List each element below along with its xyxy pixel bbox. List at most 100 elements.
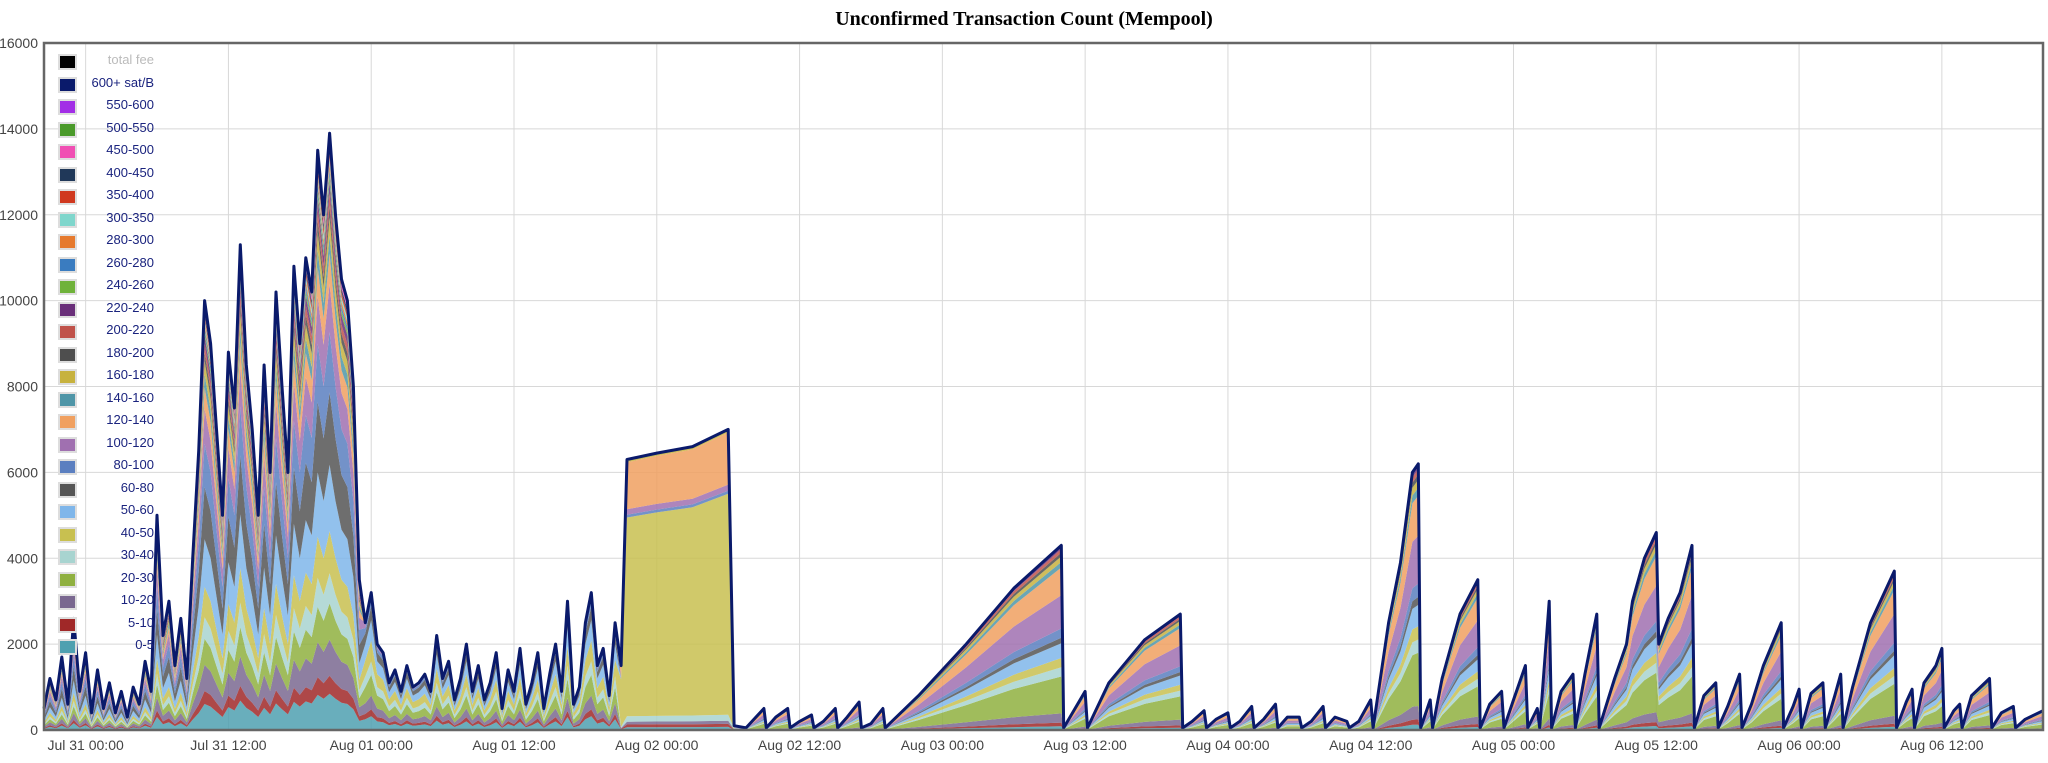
legend-label: 10-20 xyxy=(120,592,154,607)
legend-item-450-500[interactable]: 450-500 xyxy=(52,140,154,163)
y-tick-label: 4000 xyxy=(7,550,38,566)
legend-label: 140-160 xyxy=(106,389,154,405)
stacked-areas xyxy=(44,133,2043,730)
legend-item-80-100[interactable]: 80-100 xyxy=(52,455,154,478)
legend-label: 160-180 xyxy=(106,367,154,382)
legend-item-30-40[interactable]: 30-40 xyxy=(52,545,154,568)
legend-item-180-200[interactable]: 180-200 xyxy=(52,343,154,366)
legend: total fee 600+ sat/B 550-600 500-550 450-500… xyxy=(52,50,154,658)
legend-item-40-50[interactable]: 40-50 xyxy=(52,523,154,546)
legend-item-240-260[interactable]: 240-260 xyxy=(52,275,154,298)
area-band-20-30 xyxy=(44,603,2043,730)
x-tick-label: Aug 02 00:00 xyxy=(615,737,699,753)
legend-item-140-160[interactable]: 140-160 xyxy=(52,388,154,411)
legend-label: 180-200 xyxy=(106,344,154,360)
x-tick-label: Aug 03 00:00 xyxy=(901,737,985,753)
legend-swatch xyxy=(58,211,77,228)
legend-item-300-350[interactable]: 300-350 xyxy=(52,208,154,231)
legend-label: 5-10 xyxy=(127,614,154,630)
series-line-total xyxy=(42,131,2044,730)
y-tick-label: 16000 xyxy=(0,35,38,51)
legend-label: 300-350 xyxy=(106,209,154,225)
legend-swatch xyxy=(58,504,77,520)
legend-label: 400-450 xyxy=(106,164,154,180)
y-tick-label: 8000 xyxy=(7,379,38,395)
legend-item-600-sat-b[interactable]: 600+ sat/B xyxy=(52,73,154,96)
legend-item-120-140[interactable]: 120-140 xyxy=(52,410,154,433)
y-tick-label: 6000 xyxy=(7,464,38,480)
legend-swatch xyxy=(58,234,77,250)
legend-swatch xyxy=(58,414,77,430)
x-tick-label: Jul 31 00:00 xyxy=(47,737,123,753)
legend-swatch xyxy=(58,571,77,588)
y-tick-label: 0 xyxy=(30,722,38,738)
legend-swatch xyxy=(58,121,77,138)
legend-swatch xyxy=(58,391,77,408)
x-tick-label: Aug 05 00:00 xyxy=(1472,737,1556,753)
area-band-0-5 xyxy=(44,693,2043,730)
legend-swatch xyxy=(58,54,77,70)
legend-swatch xyxy=(58,76,77,93)
legend-label: 20-30 xyxy=(120,569,154,585)
legend-swatch xyxy=(58,189,77,205)
legend-swatch xyxy=(58,481,77,498)
legend-item-100-120[interactable]: 100-120 xyxy=(52,433,154,456)
legend-item-total-fee[interactable]: total fee xyxy=(52,50,154,73)
legend-label: 450-500 xyxy=(106,142,154,157)
y-tick-label: 2000 xyxy=(7,636,38,652)
legend-item-50-60[interactable]: 50-60 xyxy=(52,500,154,523)
legend-item-160-180[interactable]: 160-180 xyxy=(52,365,154,388)
legend-item-280-300[interactable]: 280-300 xyxy=(52,230,154,253)
y-tick-label: 10000 xyxy=(0,293,38,309)
legend-swatch xyxy=(58,639,77,655)
legend-item-200-220[interactable]: 200-220 xyxy=(52,320,154,343)
legend-label: total fee xyxy=(107,52,154,67)
legend-swatch xyxy=(58,436,77,453)
legend-item-260-280[interactable]: 260-280 xyxy=(52,253,154,276)
legend-item-60-80[interactable]: 60-80 xyxy=(52,478,154,501)
legend-swatch xyxy=(58,279,77,295)
x-tick-label: Jul 31 12:00 xyxy=(190,737,266,753)
legend-item-500-550[interactable]: 500-550 xyxy=(52,118,154,141)
legend-swatch xyxy=(58,301,77,318)
legend-label: 60-80 xyxy=(120,479,154,495)
legend-item-350-400[interactable]: 350-400 xyxy=(52,185,154,208)
x-tick-label: Aug 02 12:00 xyxy=(758,737,842,753)
legend-item-550-600[interactable]: 550-600 xyxy=(52,95,154,118)
legend-swatch xyxy=(58,459,77,475)
chart-title: Unconfirmed Transaction Count (Mempool) xyxy=(835,8,1213,30)
legend-item-0-5[interactable]: 0-5 xyxy=(52,635,154,658)
legend-swatch xyxy=(58,256,77,273)
legend-item-220-240[interactable]: 220-240 xyxy=(52,298,154,321)
x-tick-label: Aug 01 12:00 xyxy=(472,737,556,753)
legend-label: 600+ sat/B xyxy=(91,74,154,90)
legend-swatch xyxy=(58,549,77,565)
legend-swatch xyxy=(58,616,77,633)
legend-label: 120-140 xyxy=(106,412,154,427)
legend-label: 240-260 xyxy=(106,277,154,292)
legend-swatch xyxy=(58,99,77,115)
legend-item-5-10[interactable]: 5-10 xyxy=(52,613,154,636)
legend-item-400-450[interactable]: 400-450 xyxy=(52,163,154,186)
legend-label: 80-100 xyxy=(113,457,154,472)
x-tick-label: Aug 05 12:00 xyxy=(1615,737,1699,753)
legend-swatch xyxy=(58,324,77,340)
legend-label: 50-60 xyxy=(120,502,154,517)
legend-label: 220-240 xyxy=(106,299,154,315)
legend-swatch xyxy=(58,594,77,610)
x-tick-label: Aug 06 00:00 xyxy=(1757,737,1841,753)
y-tick-label: 12000 xyxy=(0,207,38,223)
legend-item-10-20[interactable]: 10-20 xyxy=(52,590,154,613)
x-tick-label: Aug 03 12:00 xyxy=(1043,737,1127,753)
legend-swatch xyxy=(58,526,77,543)
legend-swatch xyxy=(58,166,77,183)
legend-swatch xyxy=(58,144,77,160)
legend-item-20-30[interactable]: 20-30 xyxy=(52,568,154,591)
legend-label: 550-600 xyxy=(106,97,154,112)
legend-label: 200-220 xyxy=(106,322,154,337)
legend-swatch xyxy=(58,369,77,385)
legend-label: 500-550 xyxy=(106,119,154,135)
x-tick-label: Aug 04 00:00 xyxy=(1186,737,1270,753)
axis-labels: 0 2000 4000 6000 8000 10000 12000 14000 16000 Jul… xyxy=(0,35,1984,753)
